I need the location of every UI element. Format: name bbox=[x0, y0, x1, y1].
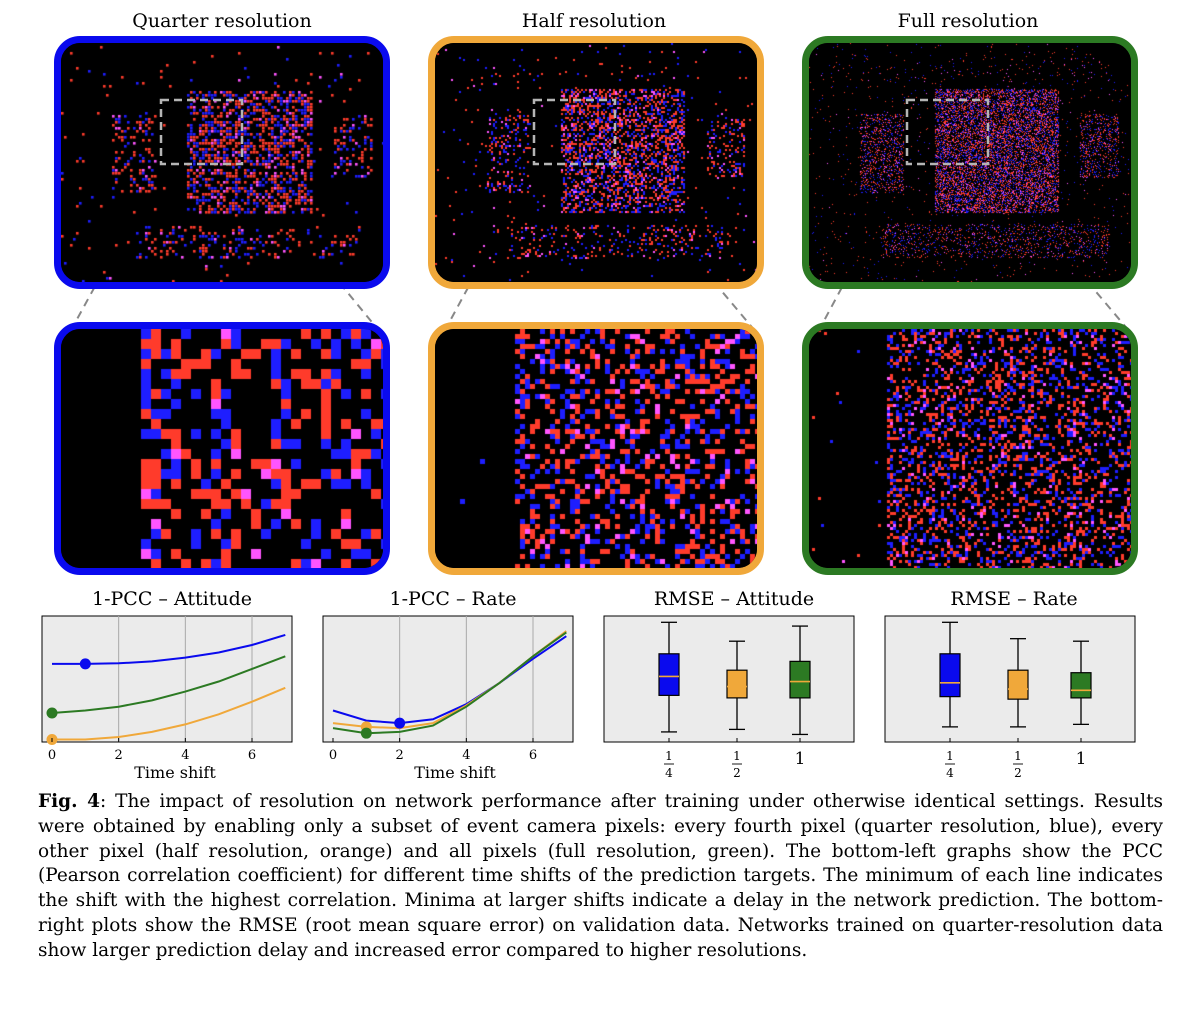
plot-title-pcc-rate: 1-PCC – Rate bbox=[389, 588, 517, 610]
plot-frame bbox=[41, 615, 293, 743]
series-line-full bbox=[332, 631, 567, 735]
box-1/4 bbox=[939, 653, 961, 698]
minimum-marker-full bbox=[360, 727, 372, 739]
x-tick-label: 6 bbox=[248, 748, 256, 763]
plot-title-rmse-attitude: RMSE – Attitude bbox=[653, 588, 815, 610]
series-line-half bbox=[52, 686, 286, 741]
quarter-event-canvas bbox=[61, 43, 383, 282]
x-tick-numerator: 1 bbox=[946, 749, 954, 763]
xlabel-pcc-rate: Time shift bbox=[414, 763, 496, 782]
x-tick-label: 0 bbox=[329, 748, 337, 763]
quarter-event-image bbox=[54, 36, 390, 289]
box-1/2 bbox=[726, 669, 748, 699]
crop-box-full bbox=[905, 98, 990, 166]
x-tick-numerator: 1 bbox=[1014, 749, 1022, 763]
panel-title-half: Half resolution bbox=[521, 10, 667, 32]
xlabel-pcc-attitude: Time shift bbox=[134, 763, 216, 782]
full-zoom-canvas bbox=[809, 329, 1131, 568]
figure-caption: Fig. 4: The impact of resolution on netw… bbox=[38, 790, 1163, 964]
pcc-rate-plot: 0 2 4 6 bbox=[322, 615, 574, 763]
connector-half-right bbox=[614, 163, 757, 333]
full-zoom-image bbox=[802, 322, 1138, 575]
pcc-attitude-plot: 0 2 4 6 bbox=[41, 615, 293, 763]
x-tick-numerator: 1 bbox=[733, 749, 741, 763]
x-tick-label: 4 bbox=[462, 748, 470, 763]
x-tick-denominator: 4 bbox=[665, 766, 673, 780]
box-1 bbox=[789, 660, 811, 699]
x-tick-denominator: 4 bbox=[946, 766, 954, 780]
crop-boxes bbox=[159, 98, 990, 166]
half-event-image bbox=[428, 36, 764, 289]
x-tick-label: 2 bbox=[396, 748, 404, 763]
caption-label: Fig. 4 bbox=[38, 791, 100, 812]
caption-text: : The impact of resolution on network pe… bbox=[38, 791, 1164, 961]
quarter-zoom-canvas bbox=[61, 329, 383, 568]
plot-title-rmse-rate: RMSE – Rate bbox=[950, 588, 1078, 610]
minimum-marker-quarter bbox=[394, 717, 406, 729]
minimum-marker-full bbox=[46, 707, 58, 719]
box-1/2 bbox=[1007, 669, 1029, 700]
half-zoom-image bbox=[428, 322, 764, 575]
rmse-attitude-plot: 1 4 1 2 1 bbox=[603, 615, 855, 780]
full-event-image bbox=[802, 36, 1138, 289]
x-tick-denominator: 2 bbox=[733, 766, 741, 780]
box-1/4 bbox=[658, 653, 680, 696]
x-tick-label: 1 bbox=[1076, 749, 1087, 769]
series-line-full bbox=[51, 655, 286, 714]
series-line-quarter bbox=[52, 633, 286, 665]
x-tick-numerator: 1 bbox=[665, 749, 673, 763]
series-line-quarter bbox=[332, 635, 567, 725]
half-event-canvas bbox=[435, 43, 757, 282]
x-tick-label: 2 bbox=[115, 748, 123, 763]
rmse-rate-plot: 1 4 1 2 1 bbox=[884, 615, 1136, 780]
box-1 bbox=[1070, 672, 1092, 699]
quarter-zoom-image bbox=[54, 322, 390, 575]
plot-frame bbox=[322, 615, 574, 743]
panel-title-full: Full resolution bbox=[897, 10, 1039, 32]
crop-box-half bbox=[532, 98, 617, 166]
panel-title-quarter: Quarter resolution bbox=[132, 10, 312, 32]
connector-full-right bbox=[987, 163, 1131, 333]
half-zoom-canvas bbox=[435, 329, 757, 568]
crop-box-quarter bbox=[159, 98, 244, 166]
plot-title-pcc-attitude: 1-PCC – Attitude bbox=[92, 588, 252, 610]
x-tick-denominator: 2 bbox=[1014, 766, 1022, 780]
x-tick-label: 1 bbox=[795, 749, 806, 769]
x-tick-label: 0 bbox=[48, 748, 56, 763]
x-tick-label: 4 bbox=[181, 748, 189, 763]
x-tick-label: 6 bbox=[529, 748, 537, 763]
minimum-marker-quarter bbox=[79, 658, 91, 670]
full-event-canvas bbox=[809, 43, 1131, 282]
